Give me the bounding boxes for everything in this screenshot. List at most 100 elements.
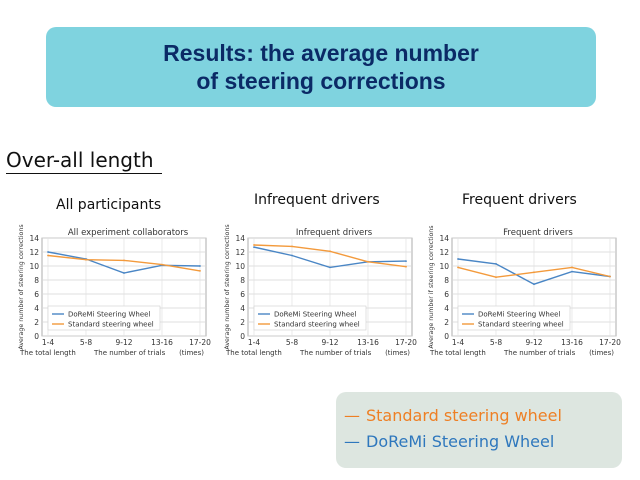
legend-label-doremi: DoReMi Steering Wheel — [366, 432, 555, 451]
data-point-doremi — [291, 254, 293, 257]
data-point-doremi — [457, 258, 459, 260]
y-tick-label: 8 — [444, 276, 449, 285]
chart-legend-box — [457, 305, 571, 331]
data-point-standard — [533, 271, 535, 274]
data-point-standard — [85, 258, 87, 261]
x-tick-label: 9-12 — [321, 338, 338, 347]
data-point-standard — [457, 266, 459, 269]
panel-label-frequent: Frequent drivers — [462, 192, 577, 208]
x-tick-label: 1-4 — [452, 338, 464, 347]
y-tick-label: 12 — [29, 248, 39, 257]
data-point-doremi — [533, 283, 535, 286]
legend-row-standard: — Standard steering wheel — [344, 406, 562, 425]
chart-legend-label: Standard steering wheel — [68, 321, 154, 329]
color-legend: — Standard steering wheel — DoReMi Steer… — [336, 392, 622, 468]
y-tick-label: 12 — [235, 248, 245, 257]
legend-row-doremi: — DoReMi Steering Wheel — [344, 432, 554, 451]
chart-all-participants: 0 2 4 6 8 10 12 14 1-4 5-8 9-12 13-16 17-20 All exper… — [18, 224, 211, 357]
y-tick-label: 6 — [240, 290, 245, 299]
x-tick-label: 5-8 — [80, 338, 92, 347]
data-point-standard — [291, 245, 293, 248]
x-tick-label: 1-4 — [248, 338, 260, 347]
panel-label-infrequent: Infrequent drivers — [254, 192, 380, 208]
data-point-doremi — [253, 246, 255, 248]
y-tick-label: 2 — [34, 318, 39, 327]
chart-legend-label: Standard steering wheel — [274, 321, 360, 329]
title-banner: Results: the average number of steering … — [46, 27, 596, 107]
x-axis-label-total-length: The total length — [429, 349, 486, 357]
y-tick-label: 12 — [439, 248, 449, 257]
x-axis-unit-label: (times) — [385, 349, 410, 357]
data-point-standard — [123, 259, 125, 262]
y-tick-label: 6 — [34, 290, 39, 299]
legend-label-standard: Standard steering wheel — [366, 406, 562, 425]
y-tick-label: 2 — [444, 318, 449, 327]
x-axis-label-trials: The number of trials — [93, 349, 166, 357]
chart-legend-label: DoReMi Steering Wheel — [274, 311, 356, 319]
chart-legend-label: Standard steering wheel — [478, 321, 564, 329]
x-axis-unit-label: (times) — [179, 349, 204, 357]
x-axis-label-total-length: The total length — [19, 349, 76, 357]
x-tick-label: 17-20 — [395, 338, 417, 347]
x-tick-label: 1-4 — [42, 338, 54, 347]
y-tick-label: 14 — [235, 234, 245, 243]
data-point-standard — [253, 244, 255, 246]
y-tick-label: 4 — [34, 304, 39, 313]
y-tick-label: 6 — [444, 290, 449, 299]
chart-title: Infrequent drivers — [296, 228, 373, 238]
y-axis-label: Average number of steering corrections — [224, 224, 231, 349]
data-point-doremi — [329, 266, 331, 269]
slide-title-line-2: of steering corrections — [196, 68, 446, 94]
data-point-standard — [495, 276, 497, 279]
y-tick-label: 0 — [240, 332, 245, 341]
y-tick-label: 14 — [29, 234, 39, 243]
x-tick-label: 9-12 — [525, 338, 542, 347]
x-axis-label-trials: The number of trials — [299, 349, 372, 357]
y-tick-label: 10 — [235, 262, 245, 271]
x-tick-label: 17-20 — [189, 338, 211, 347]
data-point-standard — [47, 254, 49, 257]
section-heading: Over-all length — [6, 147, 162, 174]
data-point-standard — [405, 265, 407, 268]
data-point-doremi — [495, 263, 497, 265]
data-point-doremi — [123, 272, 125, 274]
chart-title: All experiment collaborators — [68, 228, 189, 238]
y-axis-label: Average number of steering corrections — [18, 224, 25, 349]
data-point-doremi — [47, 251, 49, 253]
data-point-doremi — [199, 265, 201, 267]
y-tick-label: 4 — [444, 304, 449, 313]
y-tick-label: 0 — [34, 332, 39, 341]
x-axis-unit-label: (times) — [589, 349, 614, 357]
x-tick-label: 5-8 — [490, 338, 502, 347]
y-axis-label: Average number if steering corrections — [428, 225, 435, 348]
x-tick-label: 17-20 — [599, 338, 621, 347]
data-point-standard — [571, 266, 573, 269]
x-axis-label-trials: The number of trials — [503, 349, 576, 357]
data-point-standard — [161, 263, 163, 266]
data-point-standard — [367, 260, 369, 263]
data-point-standard — [609, 275, 611, 278]
y-tick-label: 14 — [439, 234, 449, 243]
chart-legend-box — [47, 305, 161, 331]
y-tick-label: 0 — [444, 332, 449, 341]
chart-frequent-drivers: 0 2 4 6 8 10 12 14 1-4 5-8 9-12 13-16 17-20 Frequent … — [428, 225, 621, 357]
data-point-doremi — [405, 260, 407, 262]
y-tick-label: 8 — [240, 276, 245, 285]
x-tick-label: 13-16 — [151, 338, 173, 347]
chart-legend-box — [253, 305, 367, 331]
y-tick-label: 10 — [29, 262, 39, 271]
legend-dash-doremi: — — [344, 432, 360, 451]
y-tick-label: 4 — [240, 304, 245, 313]
slide-title-line-1: Results: the average number — [163, 40, 479, 66]
chart-legend-label: DoReMi Steering Wheel — [68, 311, 150, 319]
y-tick-label: 8 — [34, 276, 39, 285]
data-point-doremi — [571, 270, 573, 273]
panel-label-all: All participants — [56, 197, 162, 213]
chart-title: Frequent drivers — [503, 228, 573, 238]
y-tick-label: 2 — [240, 318, 245, 327]
x-tick-label: 9-12 — [115, 338, 132, 347]
data-point-standard — [199, 270, 201, 272]
x-tick-label: 13-16 — [561, 338, 583, 347]
chart-legend-label: DoReMi Steering Wheel — [478, 311, 560, 319]
x-tick-label: 13-16 — [357, 338, 379, 347]
